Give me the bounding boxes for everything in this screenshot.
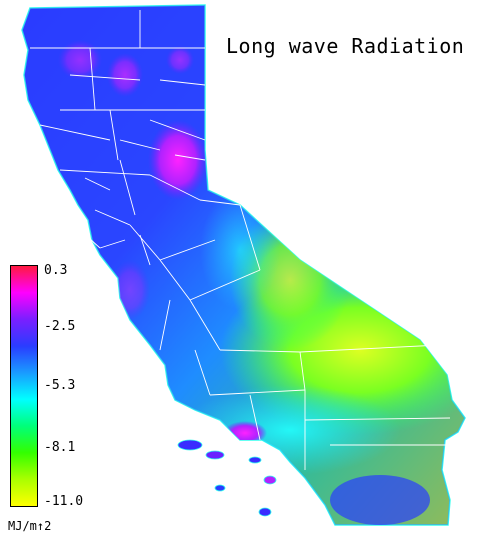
county-line xyxy=(249,394,261,441)
county-line xyxy=(139,234,151,266)
county-line xyxy=(189,299,221,351)
county-line xyxy=(174,154,206,161)
county-line xyxy=(304,417,451,421)
county-line xyxy=(59,169,151,176)
county-line xyxy=(94,209,131,226)
county-line xyxy=(239,204,261,271)
channel-islands xyxy=(177,439,277,517)
legend-tick-label: -11.0 xyxy=(44,494,84,509)
county-line xyxy=(119,159,136,216)
island xyxy=(214,484,226,492)
county-line xyxy=(299,351,306,391)
county-line xyxy=(129,224,161,261)
county-line xyxy=(149,119,206,141)
county-line xyxy=(209,389,306,396)
county-line xyxy=(79,229,101,249)
county-line xyxy=(194,349,211,396)
legend-tick-label: -5.3 xyxy=(44,378,76,393)
county-line xyxy=(39,124,111,141)
legend-tick-label: 0.3 xyxy=(44,263,68,278)
county-line xyxy=(189,269,261,301)
county-line xyxy=(84,177,111,191)
legend-color-bar xyxy=(10,265,38,507)
county-line xyxy=(149,174,201,201)
county-line xyxy=(69,74,141,81)
legend-tick-label: -8.1 xyxy=(44,440,76,455)
county-line xyxy=(299,344,441,353)
county-line xyxy=(199,199,241,206)
county-line xyxy=(109,109,119,161)
island xyxy=(248,456,262,464)
county-line xyxy=(89,47,96,111)
map-title: Long wave Radiation xyxy=(226,34,465,58)
county-line xyxy=(159,299,171,351)
island xyxy=(205,450,225,460)
county-line xyxy=(159,259,191,301)
legend-tick-label: -2.5 xyxy=(44,319,76,334)
legend-unit: MJ/m↑2 xyxy=(8,519,52,533)
island xyxy=(258,507,272,517)
island xyxy=(263,475,277,485)
county-line xyxy=(99,239,126,249)
county-line xyxy=(119,139,161,151)
county-line xyxy=(219,349,301,353)
county-boundaries xyxy=(30,10,451,470)
county-line xyxy=(159,239,216,261)
island xyxy=(177,439,203,451)
county-line xyxy=(159,79,206,86)
